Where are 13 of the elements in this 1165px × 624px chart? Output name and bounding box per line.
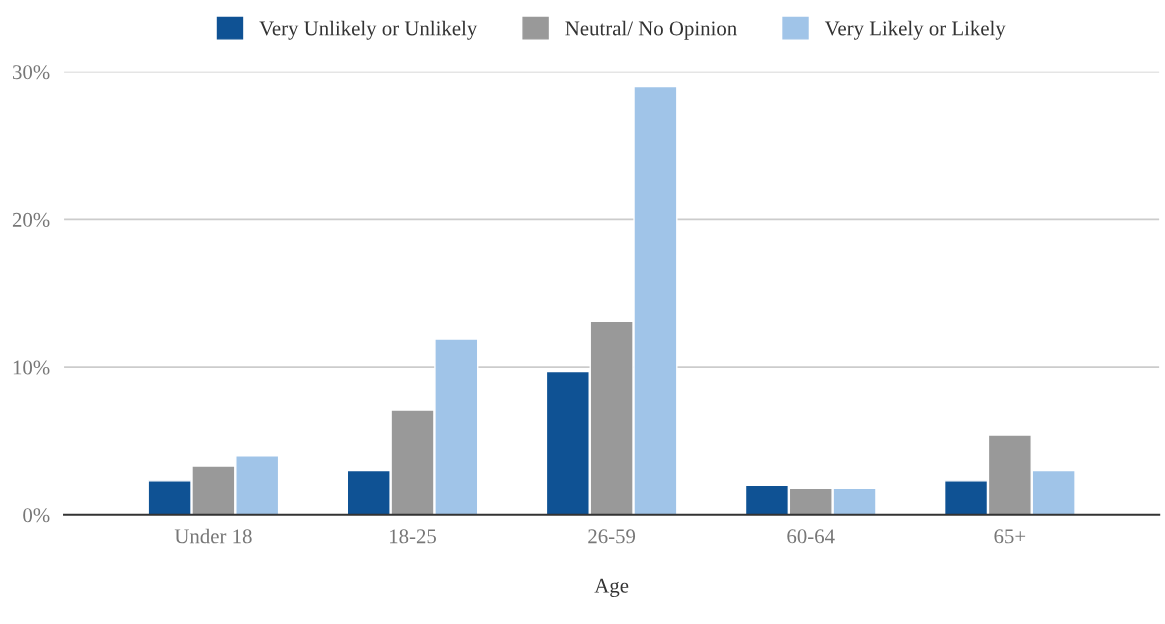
y-tick-label: 10% [13,360,50,375]
x-tick-label: 26-59 [588,529,636,544]
x-tick-label: 18-25 [390,529,436,544]
y-tick-label: 20% [12,212,50,227]
x-tick-label: Under 18 [174,528,252,544]
x-tick-label: 60-64 [787,529,835,544]
legend-label: Very Likely or Likely [824,20,1006,40]
y-tick-label: 0% [23,508,50,523]
x-axis-title: Age [594,578,629,598]
y-tick-label: 30% [13,65,50,80]
x-tick-label: 65+ [994,529,1026,544]
legend-label: Very Unlikely or Unlikely [259,20,478,40]
legend-label: Neutral/ No Opinion [565,20,737,40]
